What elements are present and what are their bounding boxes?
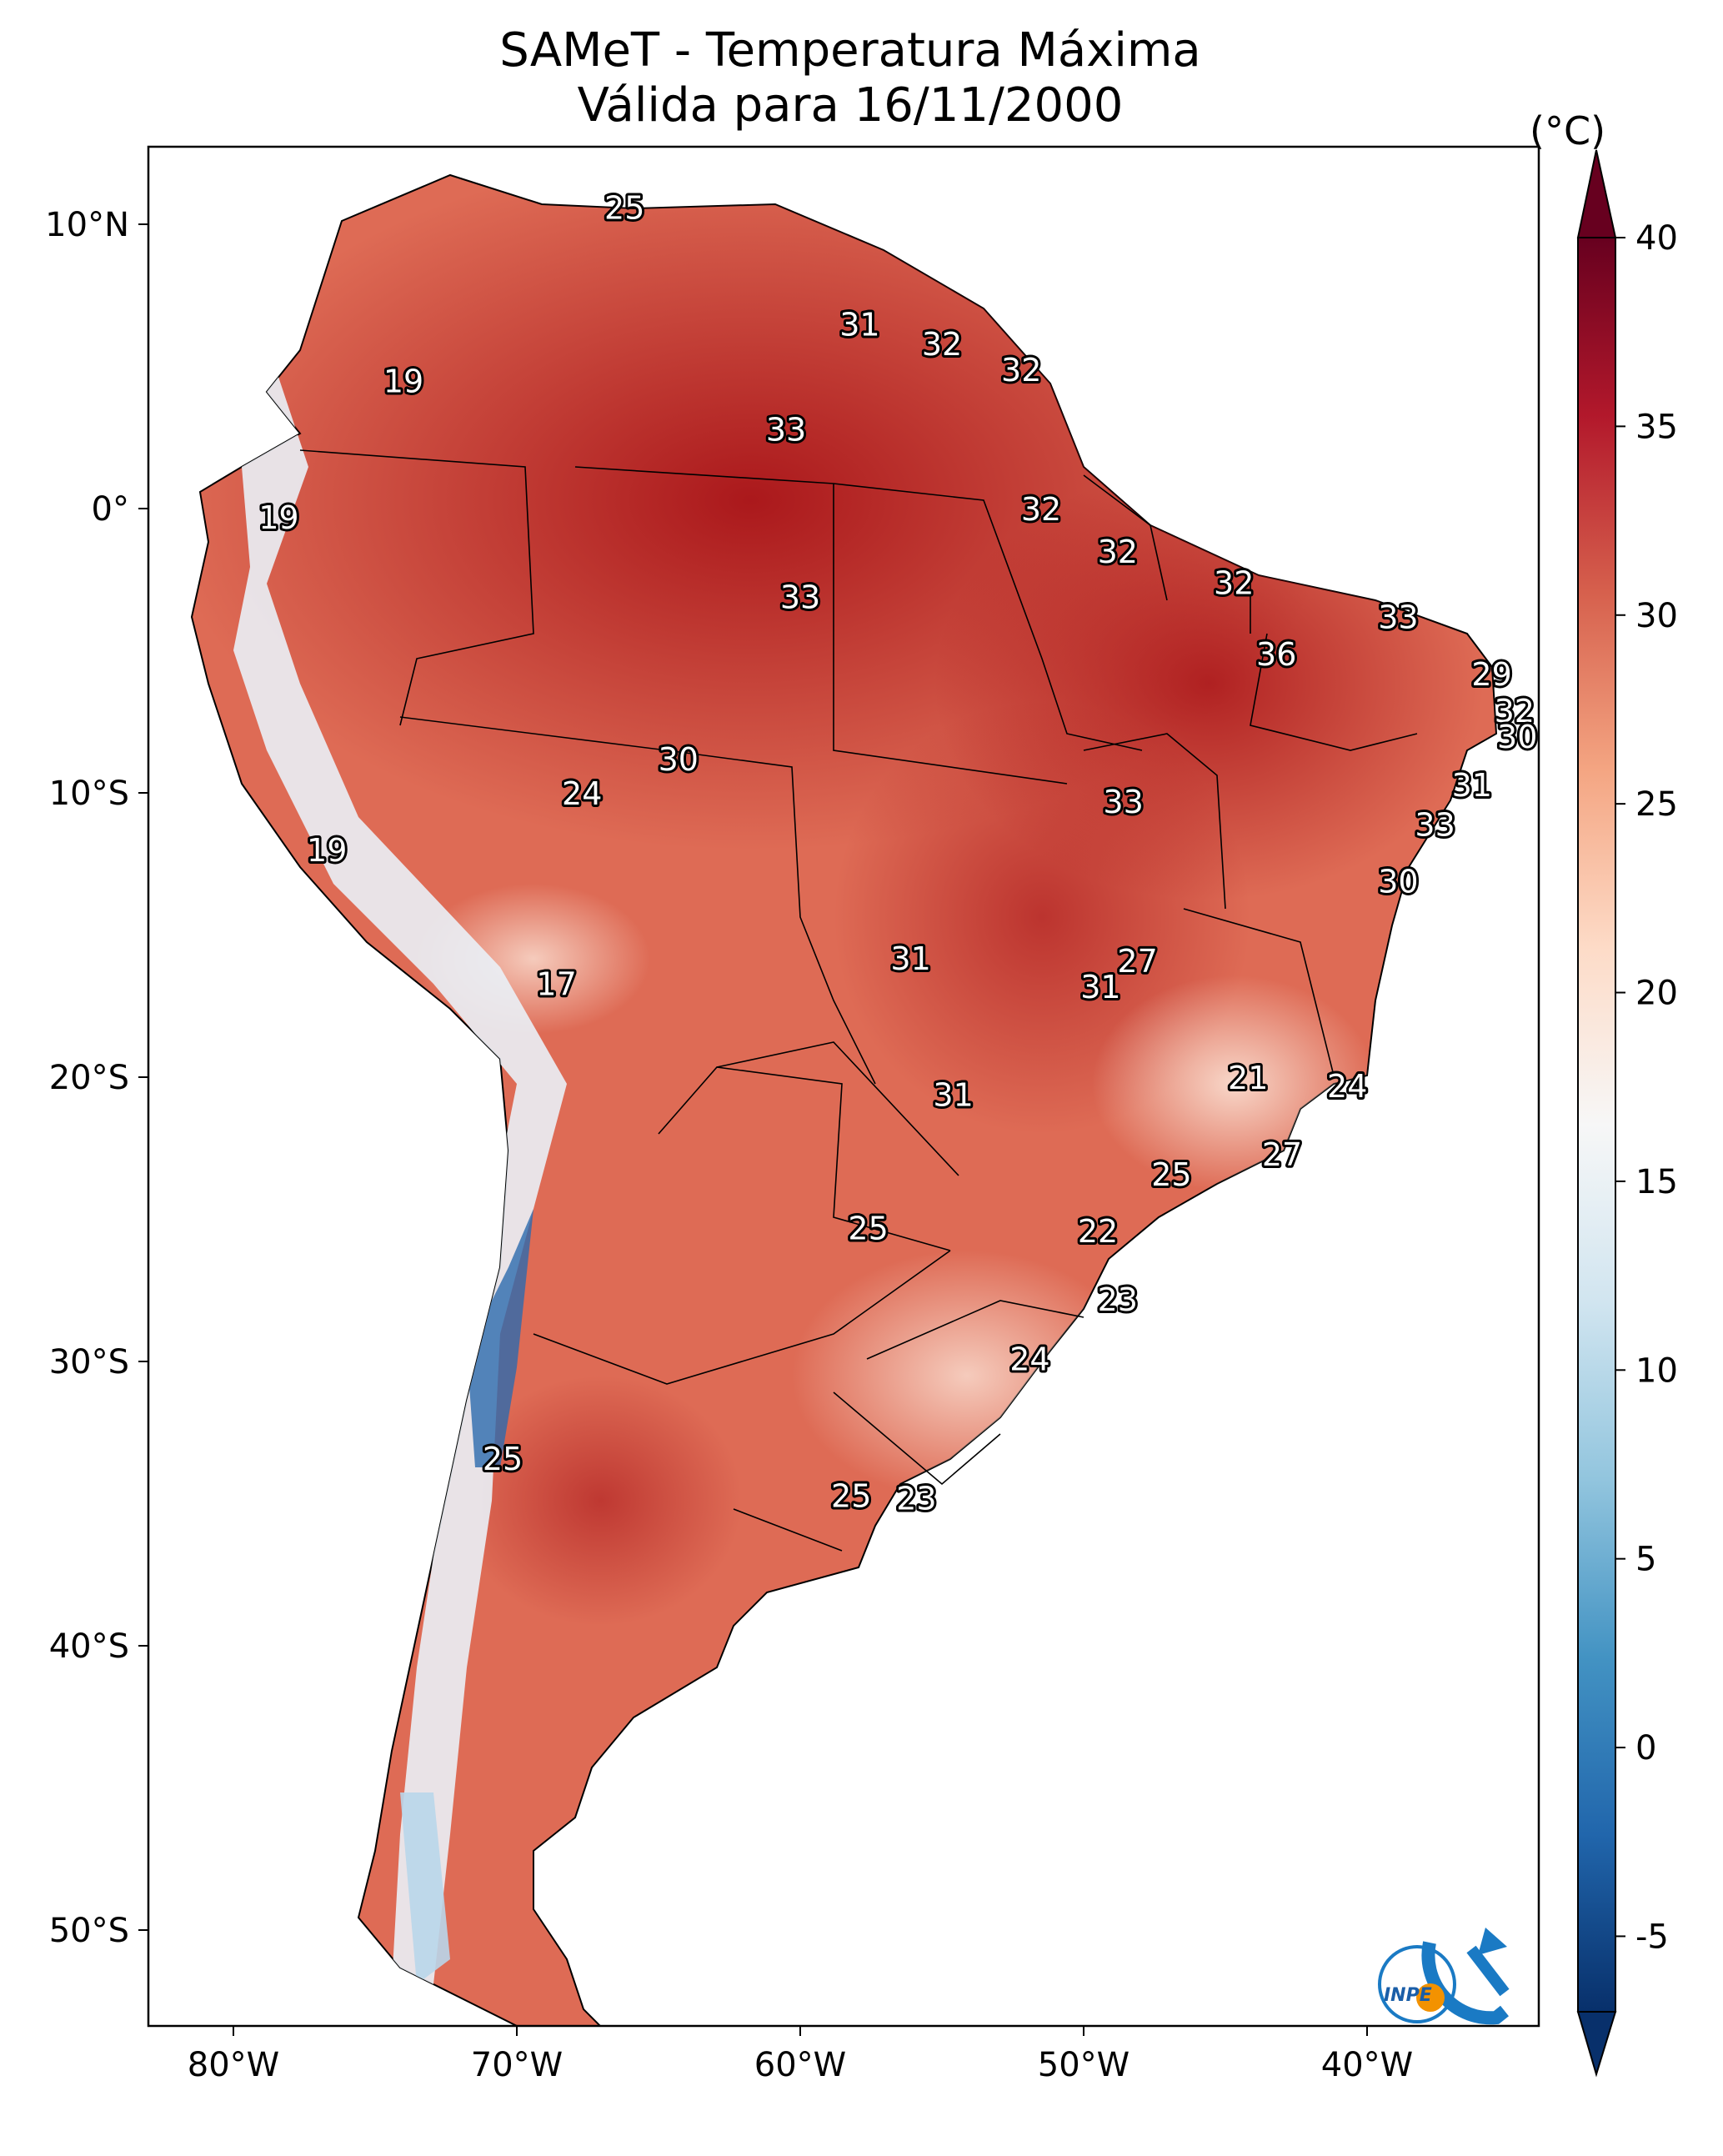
temperature-label: 19 — [383, 364, 423, 400]
temperature-label: 23 — [896, 1481, 936, 1517]
temperature-label: 33 — [1378, 599, 1418, 636]
colorbar-tick-label: 40 — [1635, 219, 1678, 258]
colorbar-tick-label: 25 — [1635, 785, 1678, 824]
colorbar-tick-label: 20 — [1635, 975, 1678, 1013]
andes-cold-core — [467, 1209, 533, 1467]
temperature-label: 24 — [562, 775, 602, 812]
y-tick-label: 50°S — [49, 1912, 129, 1950]
temperature-label: 36 — [1256, 636, 1296, 673]
colorbar-tick-label: 0 — [1635, 1729, 1656, 1767]
colorbar-unit: (°C) — [1530, 108, 1606, 153]
colorbar-tick-label: -5 — [1635, 1918, 1669, 1956]
y-axis: 10°N 0° 10°S 20°S 30°S 40°S 50°S — [45, 206, 148, 1950]
temperature-label: 32 — [1001, 352, 1041, 389]
temperature-label: 25 — [483, 1441, 523, 1477]
temperature-label: 30 — [659, 741, 699, 778]
temperature-label: 24 — [1327, 1068, 1367, 1105]
temperature-label: 29 — [1471, 656, 1511, 693]
temperature-label: 25 — [604, 190, 644, 227]
country-borders — [299, 449, 1418, 1552]
colorbar-tick-label: 30 — [1635, 597, 1678, 635]
title-line-2: Válida para 16/11/2000 — [577, 78, 1124, 133]
logo-ring-icon — [1378, 1945, 1456, 2023]
temperature-label: 31 — [1452, 767, 1492, 804]
temperature-label: 25 — [848, 1211, 888, 1247]
temperature-label: 22 — [1078, 1213, 1118, 1250]
colorbar-body — [1578, 238, 1615, 2012]
logo-arrow-head-icon — [1478, 1928, 1507, 1955]
temperature-label: 31 — [839, 306, 879, 343]
colorbar-min-arrow — [1576, 2011, 1617, 2078]
y-tick-label: 10°N — [45, 206, 129, 244]
temperature-label: 25 — [831, 1477, 871, 1514]
andes-cool-band — [233, 367, 567, 1984]
y-tick-label: 10°S — [49, 775, 129, 813]
colorbar-ticks: 40 35 30 25 20 15 10 5 0 -5 — [1615, 219, 1678, 1956]
temperature-label: 21 — [1228, 1060, 1268, 1096]
temperature-label: 30 — [1378, 864, 1418, 900]
y-tick-label: 0° — [92, 490, 129, 529]
temperature-label: 32 — [1495, 693, 1535, 730]
colorbar-tick-label: 5 — [1635, 1541, 1656, 1579]
y-tick-label: 40°S — [49, 1627, 129, 1666]
logo-orange-dot-icon — [1416, 1983, 1445, 2012]
patagonia-cool — [400, 1792, 450, 1984]
colorbar: 40 35 30 25 20 15 10 5 0 -5 — [1576, 149, 1678, 2078]
temperature-label: 19 — [258, 499, 298, 536]
temperature-label: 33 — [766, 412, 806, 449]
temperature-label: 23 — [1098, 1281, 1138, 1318]
temperature-label: 33 — [1103, 784, 1143, 820]
map-title: SAMeT - Temperatura Máxima Válida para 1… — [150, 23, 1550, 133]
inpe-logo: INPE — [1378, 1928, 1510, 2025]
x-tick-label: 50°W — [1038, 2046, 1129, 2084]
colorbar-outline — [1577, 237, 1616, 2013]
temperature-label: 25 — [1151, 1156, 1191, 1193]
temperature-label: 32 — [1214, 565, 1254, 602]
colorbar-tick-label: 10 — [1635, 1351, 1678, 1390]
x-axis: 80°W 70°W 60°W 50°W 40°W — [188, 2026, 1413, 2084]
y-tick-label: 30°S — [49, 1343, 129, 1381]
temperature-label: 33 — [780, 579, 820, 616]
temperature-labels: 2519193132323333323232333629323031333030… — [256, 188, 1540, 1520]
x-tick-label: 60°W — [754, 2046, 846, 2084]
temperature-label: 27 — [1117, 943, 1157, 980]
temperature-label: 32 — [1098, 534, 1138, 570]
colorbar-max-arrow — [1576, 149, 1617, 238]
temperature-label: 24 — [1009, 1341, 1049, 1378]
temperature-label: 27 — [1262, 1136, 1302, 1173]
logo-swoosh-icon — [1421, 1941, 1509, 2025]
logo-text: INPE — [1384, 1985, 1432, 2006]
temperature-label: 19 — [307, 832, 347, 869]
temperature-label: 31 — [1080, 969, 1120, 1005]
x-tick-label: 70°W — [471, 2046, 563, 2084]
y-tick-label: 20°S — [49, 1059, 129, 1097]
temperature-label: 32 — [1021, 491, 1061, 528]
x-tick-label: 80°W — [188, 2046, 279, 2084]
temperature-label: 31 — [890, 940, 930, 977]
temperature-label: 17 — [536, 965, 576, 1002]
logo-arrow-shaft-icon — [1466, 1945, 1510, 1997]
temperature-label: 31 — [933, 1076, 973, 1113]
temperature-label: 30 — [1497, 719, 1537, 755]
colorbar-tick-label: 35 — [1635, 408, 1678, 446]
colorbar-tick-label: 15 — [1635, 1163, 1678, 1201]
title-line-1: SAMeT - Temperatura Máxima — [499, 23, 1201, 78]
temperature-label: 32 — [922, 326, 962, 363]
x-tick-label: 40°W — [1321, 2046, 1413, 2084]
temperature-label: 33 — [1415, 807, 1455, 844]
plot-frame — [147, 145, 1540, 2028]
